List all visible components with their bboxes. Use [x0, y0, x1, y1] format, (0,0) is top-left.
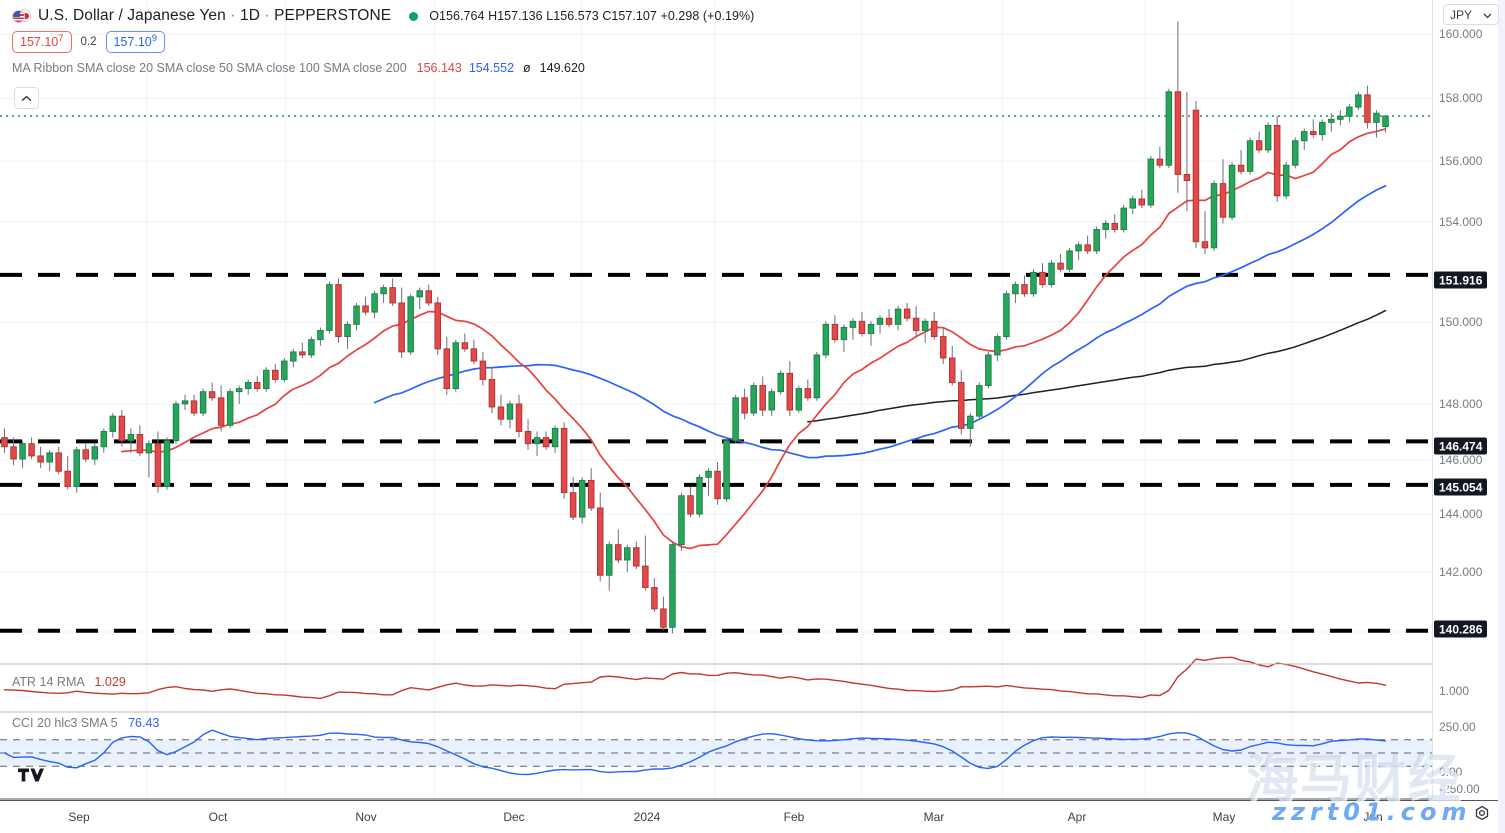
collapse-legend-button[interactable]	[14, 87, 39, 109]
bid-sup: 7	[58, 32, 64, 44]
time-axis-tick: Jun	[1363, 810, 1383, 824]
ask-value: 157.10	[113, 34, 152, 49]
ohlc-l-value: 156.573	[553, 9, 599, 23]
ohlc-h-label: H	[488, 9, 498, 23]
price-axis-tick: 150.000	[1439, 315, 1483, 329]
price-level-badge[interactable]: 151.916	[1434, 271, 1488, 289]
chevron-down-icon	[1483, 8, 1492, 22]
spread-value: 0.2	[80, 36, 97, 48]
time-axis-tick: 2024	[633, 810, 661, 824]
time-axis-tick: Oct	[208, 810, 228, 824]
legend-quote-row: 157.107 0.2 157.109	[0, 29, 1432, 55]
chart-plot-area[interactable]	[0, 0, 1442, 833]
price-level-badge[interactable]: 146.474	[1434, 437, 1488, 455]
price-axis-tick: 250.00	[1439, 720, 1476, 734]
legend-ma-row[interactable]: MA Ribbon SMA close 20 SMA close 50 SMA …	[0, 57, 1432, 79]
price-axis-tick: 0.00	[1439, 765, 1463, 779]
legend-title-row: U.S. Dollar / Japanese Yen · 1D · PEPPER…	[0, 4, 1432, 28]
ma-ribbon-label: MA Ribbon SMA close 20 SMA close 50 SMA …	[12, 61, 407, 75]
price-axis-tick: 146.000	[1439, 453, 1483, 467]
ohlc-o-label: O	[429, 9, 439, 23]
ma-avg-value: 149.620	[539, 61, 585, 75]
price-axis-tick: 142.000	[1439, 565, 1483, 579]
time-axis-tick: Dec	[503, 810, 525, 824]
ask-price-pill[interactable]: 157.109	[105, 30, 166, 54]
price-level-badge[interactable]: 145.054	[1434, 478, 1488, 496]
atr-indicator-legend[interactable]: ATR 14 RMA 1.029	[12, 675, 126, 689]
time-axis-tick: May	[1212, 810, 1236, 824]
time-axis-tick: Apr	[1067, 810, 1087, 824]
price-axis-tick: 1.000	[1439, 684, 1470, 698]
symbol-title[interactable]: U.S. Dollar / Japanese Yen · 1D · PEPPER…	[38, 7, 391, 25]
tradingview-logo[interactable]	[18, 767, 44, 789]
market-open-dot	[409, 11, 419, 21]
chart-canvas[interactable]	[0, 0, 1442, 800]
price-axis-tick: 154.000	[1439, 215, 1483, 229]
right-edge-strip	[1498, 0, 1505, 833]
price-axis-separator	[1432, 0, 1433, 800]
ohlc-values: O156.764 H157.136 L156.573 C157.107 +0.2…	[429, 9, 754, 23]
price-axis-tick: 156.000	[1439, 154, 1483, 168]
ma-value-2: 154.552	[468, 61, 515, 75]
ohlc-change: +0.298	[660, 9, 700, 23]
chevron-up-icon	[21, 95, 32, 102]
ohlc-c-label: C	[602, 9, 612, 23]
title-sep-2: ·	[264, 7, 270, 24]
gear-icon	[1472, 805, 1492, 830]
time-axis-tick: Nov	[355, 810, 377, 824]
cci-indicator-name: CCI 20 hlc3 SMA 5	[12, 716, 118, 730]
time-axis[interactable]: Sep Oct Nov Dec 2024 Feb Mar Apr May Jun	[0, 800, 1498, 833]
cci-indicator-legend[interactable]: CCI 20 hlc3 SMA 5 76.43	[12, 716, 159, 730]
cci-indicator-value: 76.43	[128, 716, 160, 730]
currency-selector[interactable]: JPY	[1443, 4, 1499, 25]
price-axis[interactable]: JPY 160.000 158.000 156.000 154.000 150.000 1…	[1433, 0, 1505, 800]
chart-legend: U.S. Dollar / Japanese Yen · 1D · PEPPER…	[0, 0, 1432, 79]
ohlc-change-pct: (+0.19%)	[702, 9, 755, 23]
ohlc-h-value: 157.136	[497, 9, 543, 23]
symbol-name: U.S. Dollar / Japanese Yen	[38, 7, 226, 24]
time-axis-tick: Sep	[68, 810, 90, 824]
currency-label: JPY	[1450, 7, 1473, 22]
bid-price-pill[interactable]: 157.107	[12, 30, 72, 54]
exchange-label: PEPPERSTONE	[274, 7, 392, 24]
time-axis-tick: Feb	[783, 810, 805, 824]
atr-indicator-value: 1.029	[94, 675, 126, 689]
ohlc-l-label: L	[546, 9, 554, 23]
price-axis-tick: 144.000	[1439, 507, 1483, 521]
atr-indicator-name: ATR 14 RMA	[12, 675, 85, 689]
interval-label[interactable]: 1D	[239, 7, 260, 24]
ohlc-c-value: 157.107	[611, 9, 657, 23]
time-axis-tick: Mar	[923, 810, 945, 824]
ma-value-1: 156.143	[416, 61, 462, 75]
ma-avg-symbol: ø	[523, 61, 531, 75]
price-axis-tick: 148.000	[1439, 397, 1483, 411]
price-axis-tick: 160.000	[1439, 27, 1483, 41]
price-axis-tick: 158.000	[1439, 91, 1483, 105]
ask-sup: 9	[151, 32, 158, 44]
usd-jpy-flag-icon	[12, 8, 31, 24]
price-level-badge[interactable]: 140.286	[1434, 620, 1488, 638]
ohlc-o-value: 156.764	[438, 9, 485, 23]
bid-value: 157.10	[20, 34, 59, 49]
title-sep-1: ·	[230, 7, 236, 24]
price-axis-tick: -250.00	[1439, 782, 1480, 796]
